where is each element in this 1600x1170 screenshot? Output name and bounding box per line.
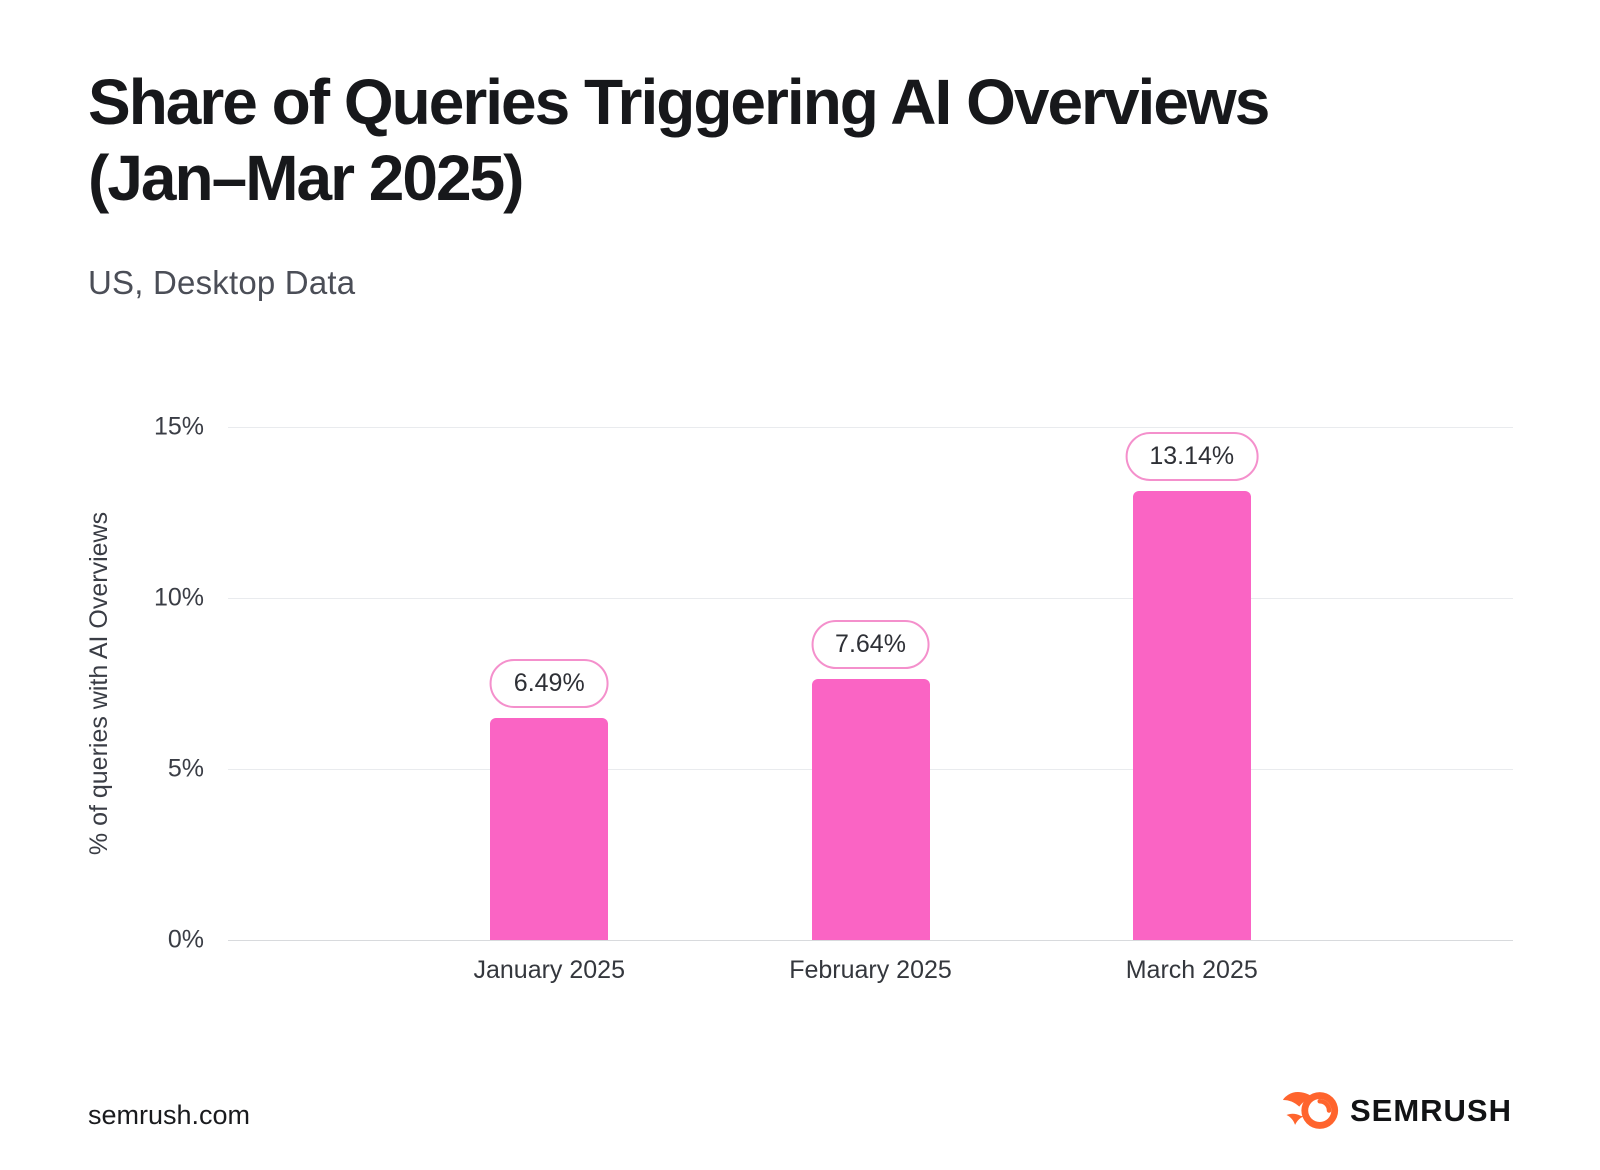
plot-area: 0% 5% 10% 15% 6.49% January 2025 7.64% February… <box>154 413 1513 984</box>
y-axis-title: % of queries with AI Overviews <box>85 511 114 856</box>
value-label-pill: 7.64% <box>811 619 930 669</box>
y-tick-label: 0% <box>167 925 204 954</box>
x-tick-label: February 2025 <box>789 956 952 984</box>
bar <box>1132 490 1251 940</box>
y-axis-title-container: % of queries with AI Overviews <box>84 427 116 940</box>
bar <box>811 678 930 940</box>
chart-title-line-1: Share of Queries Triggering AI Overviews <box>88 66 1270 138</box>
gridline <box>228 427 1513 428</box>
gridline <box>228 598 1513 599</box>
x-tick-label: March 2025 <box>1125 956 1258 984</box>
y-tick-label: 10% <box>153 583 204 612</box>
brand-logo: SEMRUSH <box>1282 1090 1512 1131</box>
chart-title: Share of Queries Triggering AI Overviews… <box>88 64 1270 216</box>
value-label-pill: 13.14% <box>1125 431 1259 481</box>
brand-wordmark: SEMRUSH <box>1349 1092 1512 1128</box>
y-tick-label: 5% <box>167 754 204 783</box>
chart-subtitle: US, Desktop Data <box>88 264 356 301</box>
x-tick-label: January 2025 <box>473 956 626 984</box>
bar <box>490 718 609 940</box>
source-website-link[interactable]: semrush.com <box>88 1100 251 1130</box>
semrush-fireball-icon <box>1282 1092 1339 1129</box>
chart-title-line-2: (Jan–Mar 2025) <box>88 142 524 214</box>
value-label-pill: 6.49% <box>489 659 609 709</box>
x-axis-line <box>228 940 1513 941</box>
y-tick-label: 15% <box>153 412 204 441</box>
